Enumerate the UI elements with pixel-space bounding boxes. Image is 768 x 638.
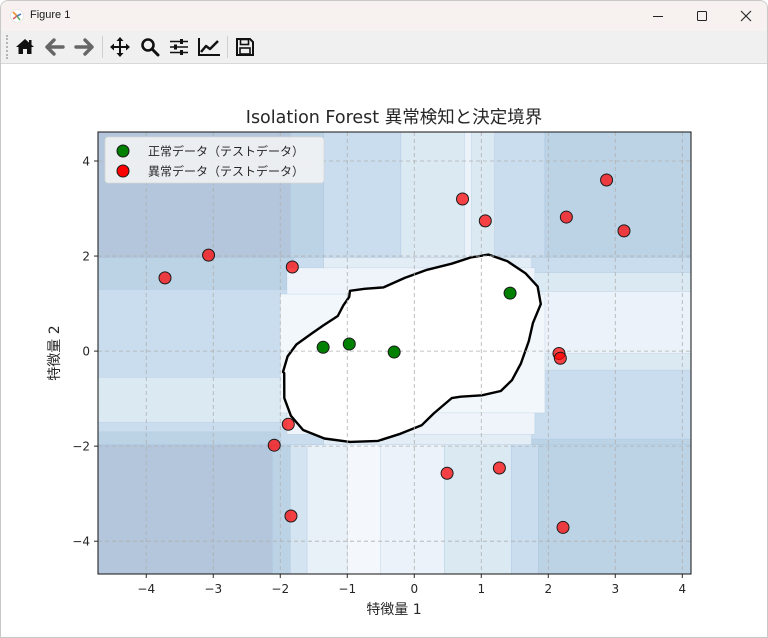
anomaly-data-point bbox=[553, 351, 567, 365]
normal-data-point bbox=[342, 337, 356, 351]
maximize-button[interactable] bbox=[679, 1, 725, 31]
subplots-button[interactable] bbox=[166, 34, 192, 60]
anomaly-data-point bbox=[158, 271, 172, 285]
y-tick-label: 2 bbox=[82, 250, 90, 264]
contour-region bbox=[531, 438, 691, 445]
title-bar: Figure 1 bbox=[1, 1, 767, 31]
normal-data-point bbox=[316, 340, 330, 354]
toolbar-grip[interactable] bbox=[6, 35, 10, 59]
arrow-right-icon bbox=[74, 38, 94, 56]
scatter-chart: Isolation Forest 異常検知と決定境界 −4 −3 −2 −1 0 1 2 3 4… bbox=[47, 108, 692, 618]
x-tick-label: 1 bbox=[477, 582, 485, 596]
plot-frame bbox=[97, 131, 692, 575]
x-tick-label: 4 bbox=[678, 582, 686, 596]
x-axis-label: 特徴量 1 bbox=[366, 602, 421, 618]
anomaly-data-point bbox=[202, 248, 216, 262]
forward-button[interactable] bbox=[71, 34, 97, 60]
x-axis-ticks: −4 −3 −2 −1 0 1 2 3 4 bbox=[137, 574, 686, 596]
y-axis-ticks: −4 −2 0 2 4 bbox=[72, 154, 98, 549]
arrow-left-icon bbox=[45, 38, 65, 56]
back-button[interactable] bbox=[42, 34, 68, 60]
y-tick-label: −2 bbox=[72, 440, 90, 454]
plot-area[interactable] bbox=[97, 131, 692, 575]
chart-title: Isolation Forest 異常検知と決定境界 bbox=[246, 108, 542, 128]
line-chart-icon bbox=[198, 38, 220, 56]
contour-region bbox=[98, 377, 288, 423]
contour-region bbox=[511, 444, 539, 574]
x-tick-label: −1 bbox=[338, 582, 356, 596]
navigation-toolbar bbox=[1, 31, 767, 64]
x-tick-label: 3 bbox=[611, 582, 619, 596]
y-axis-label: 特徴量 2 bbox=[47, 325, 63, 380]
window-title: Figure 1 bbox=[30, 9, 71, 21]
contour-region bbox=[494, 132, 546, 258]
anomaly-data-point bbox=[478, 214, 492, 228]
contour-region bbox=[290, 444, 308, 574]
anomaly-data-point bbox=[267, 438, 281, 452]
contour-region bbox=[272, 444, 291, 574]
minimize-button[interactable] bbox=[635, 1, 681, 31]
anomaly-data-point bbox=[559, 210, 573, 224]
contour-region bbox=[380, 444, 445, 574]
magnifier-icon bbox=[141, 38, 160, 57]
anomaly-data-point bbox=[456, 192, 470, 206]
contour-region bbox=[98, 431, 281, 445]
sliders-icon bbox=[170, 39, 188, 55]
close-button[interactable] bbox=[723, 1, 767, 31]
contour-region bbox=[98, 257, 294, 290]
anomaly-data-point bbox=[440, 466, 454, 480]
legend-normal-marker-icon bbox=[116, 144, 130, 158]
y-tick-label: 4 bbox=[82, 154, 90, 168]
figure-canvas[interactable]: Isolation Forest 異常検知と決定境界 −4 −3 −2 −1 0 1 2 3 4… bbox=[1, 64, 767, 637]
move-icon bbox=[110, 37, 130, 57]
legend-anomaly-marker-icon bbox=[116, 164, 130, 178]
contour-region bbox=[400, 132, 495, 258]
y-tick-label: −4 bbox=[72, 535, 90, 549]
matplotlib-logo-icon bbox=[10, 9, 24, 23]
contour-region bbox=[538, 444, 691, 574]
anomaly-data-point bbox=[285, 260, 299, 274]
anomaly-data-point bbox=[600, 173, 614, 187]
home-icon bbox=[16, 39, 34, 54]
close-icon bbox=[740, 10, 752, 22]
y-tick-label: 0 bbox=[82, 345, 90, 359]
contour-region bbox=[531, 291, 691, 354]
anomaly-data-point bbox=[284, 509, 298, 523]
x-tick-label: −2 bbox=[271, 582, 289, 596]
anomaly-data-point bbox=[617, 224, 631, 238]
anomaly-data-point bbox=[556, 520, 570, 534]
save-button[interactable] bbox=[232, 34, 258, 60]
x-tick-label: −3 bbox=[204, 582, 222, 596]
pan-button[interactable] bbox=[107, 34, 133, 60]
legend-anomaly-label: 異常データ（テストデータ） bbox=[148, 164, 304, 179]
normal-data-point bbox=[387, 345, 401, 359]
toolbar-separator bbox=[102, 36, 103, 58]
anomaly-data-point bbox=[281, 417, 295, 431]
contour-region bbox=[347, 444, 381, 574]
anomaly-data-point bbox=[492, 461, 506, 475]
zoom-button[interactable] bbox=[137, 34, 163, 60]
normal-data-point bbox=[503, 286, 517, 300]
toolbar-separator bbox=[227, 36, 228, 58]
grid-lines bbox=[98, 132, 691, 574]
floppy-disk-icon bbox=[236, 38, 254, 56]
legend-normal-label: 正常データ（テストデータ） bbox=[148, 144, 304, 159]
data-points bbox=[158, 173, 631, 534]
maximize-icon bbox=[697, 11, 707, 21]
x-tick-label: 2 bbox=[544, 582, 552, 596]
contour-region bbox=[544, 132, 691, 258]
legend-box bbox=[104, 136, 325, 184]
home-button[interactable] bbox=[12, 34, 38, 60]
contour-region bbox=[323, 132, 402, 258]
contour-region bbox=[98, 444, 273, 574]
minimize-icon bbox=[653, 16, 663, 17]
x-tick-label: 0 bbox=[410, 582, 418, 596]
x-tick-label: −4 bbox=[137, 582, 155, 596]
edit-axes-button[interactable] bbox=[196, 34, 222, 60]
legend[interactable]: 正常データ（テストデータ） 異常データ（テストデータ） bbox=[104, 136, 325, 184]
